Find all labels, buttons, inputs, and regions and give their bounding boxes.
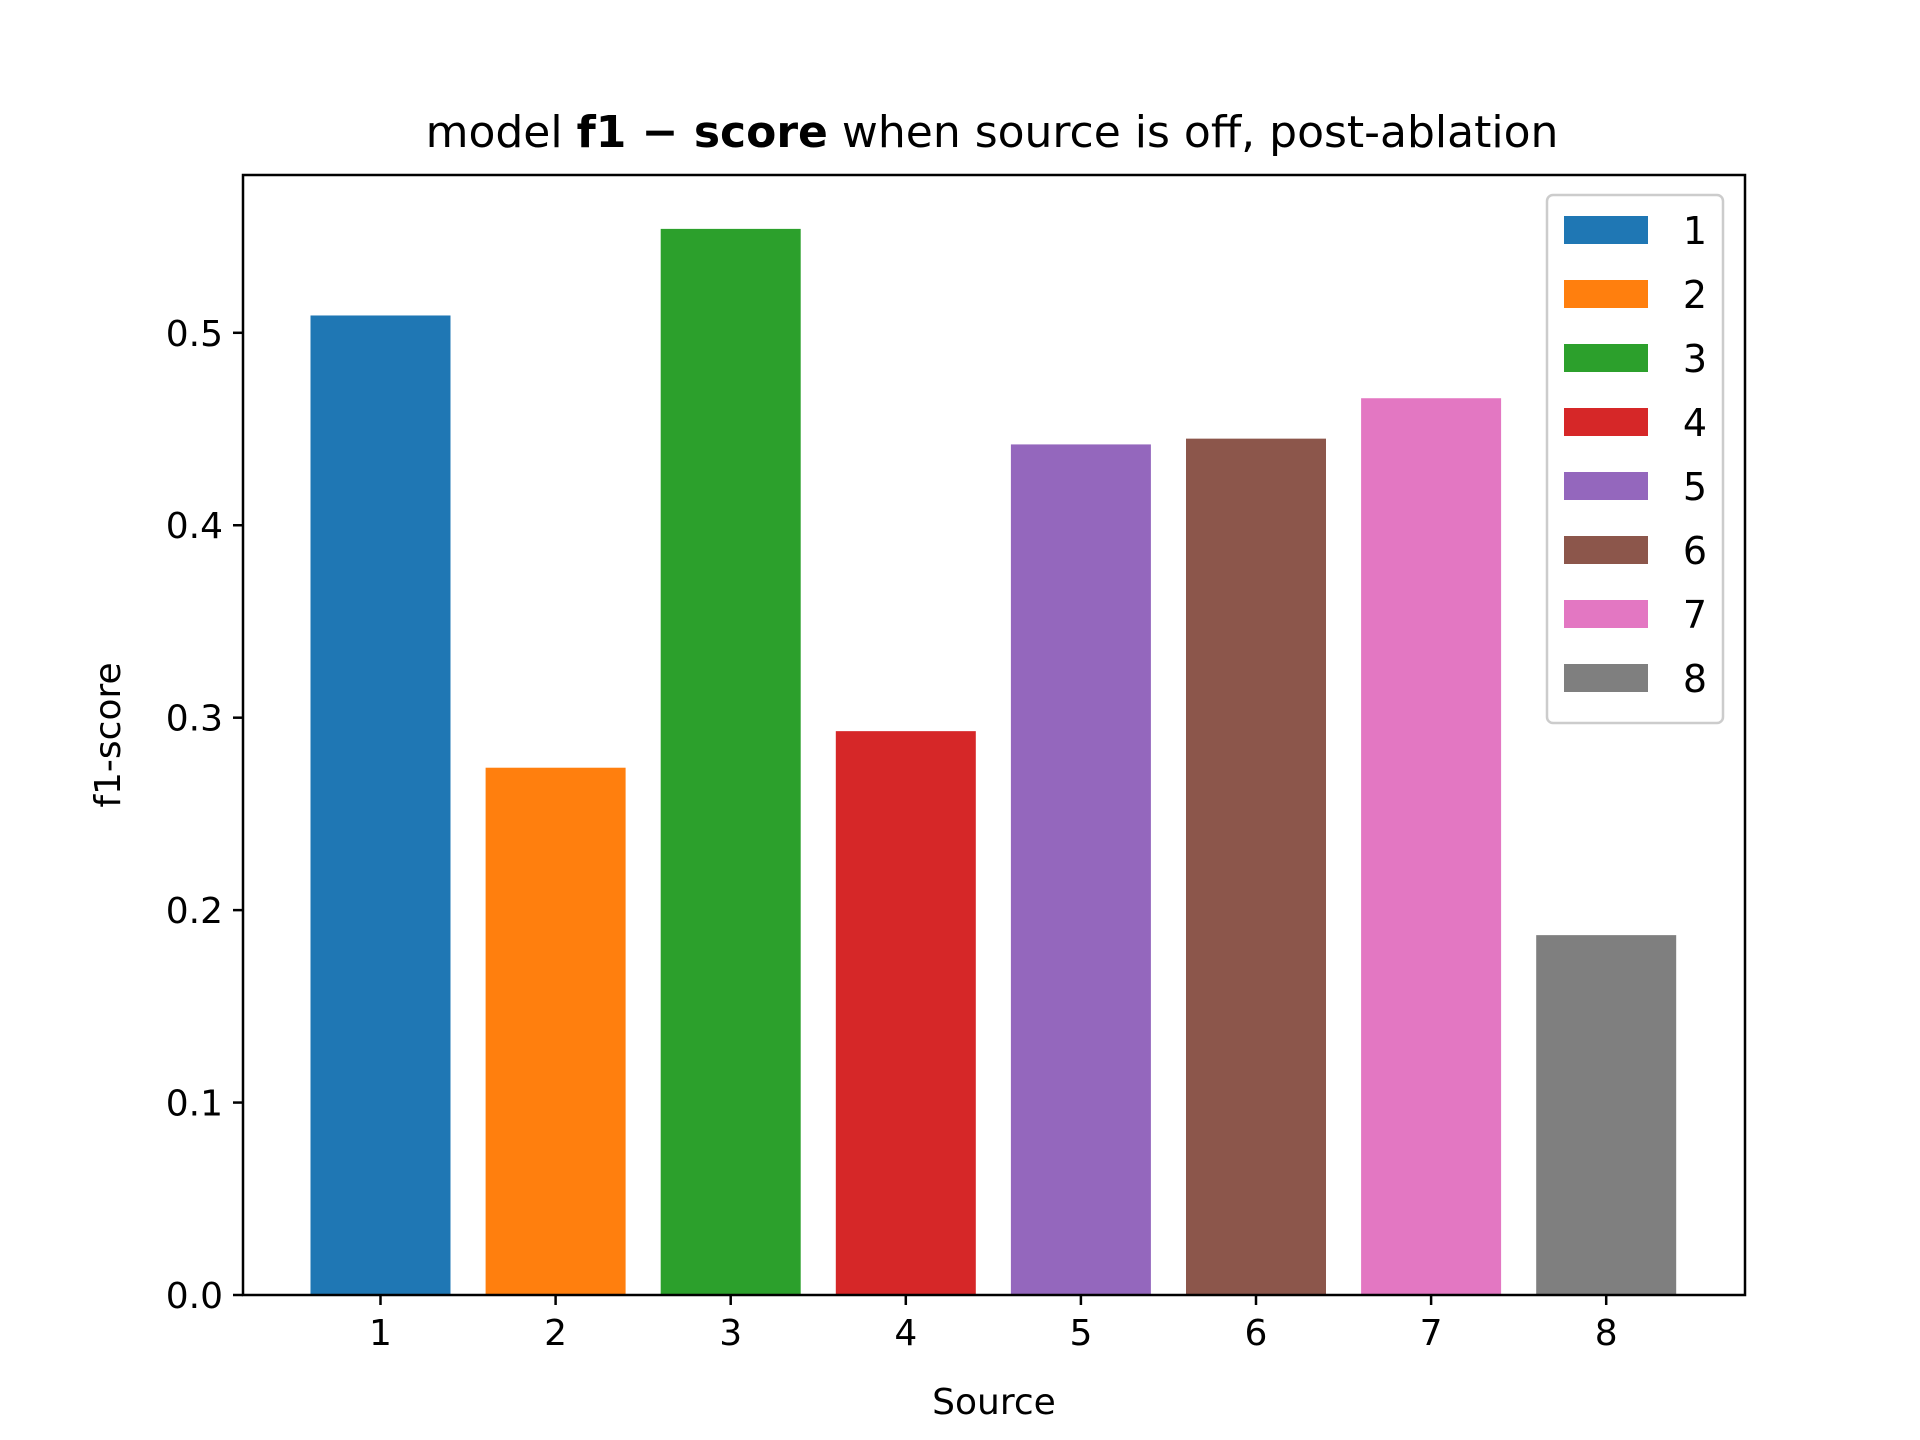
y-axis: 0.0 0.1 0.2 0.3 0.4 0.5: [166, 314, 243, 1317]
x-tick-label: 7: [1420, 1313, 1443, 1354]
legend: 1 2 3 4 5 6 7 8: [1545, 193, 1725, 725]
legend-swatch-1: [1564, 216, 1648, 244]
x-tick-label: 5: [1069, 1313, 1092, 1354]
legend-label: 5: [1683, 465, 1707, 509]
bar-8: [1536, 935, 1677, 1295]
y-tick-label: 0.1: [166, 1084, 223, 1125]
chart-title: model f1 − score when source is off, pos…: [426, 107, 1559, 158]
y-tick-label: 0.2: [166, 891, 223, 932]
legend-label: 6: [1683, 529, 1707, 573]
legend-label: 2: [1683, 273, 1707, 317]
chart-title-suffix: when source is off, post-ablation: [828, 107, 1559, 158]
plot-area-frame: [241, 173, 1747, 1297]
chart-title-bold: f1 − score: [577, 107, 828, 158]
legend-swatch-7: [1564, 600, 1648, 628]
legend-swatch-3: [1564, 344, 1648, 372]
chart-title-prefix: model: [426, 107, 577, 158]
legend-label: 4: [1683, 401, 1707, 445]
bar-2: [485, 767, 626, 1295]
legend-label: 1: [1683, 209, 1707, 253]
bar-3: [660, 228, 801, 1295]
legend-label: 3: [1683, 337, 1707, 381]
bars-group: [310, 228, 1677, 1296]
x-tick-label: 8: [1595, 1313, 1618, 1354]
x-tick-label: 6: [1245, 1313, 1268, 1354]
x-tick-label: 2: [544, 1313, 567, 1354]
x-tick-label: 3: [719, 1313, 742, 1354]
legend-swatch-8: [1564, 664, 1648, 692]
legend-label: 8: [1683, 657, 1707, 701]
bar-4: [835, 731, 976, 1295]
legend-frame: [1545, 193, 1725, 725]
legend-swatch-5: [1564, 472, 1648, 500]
y-axis-label: f1-score: [88, 662, 129, 807]
bar-6: [1186, 438, 1326, 1296]
legend-swatch-2: [1564, 280, 1648, 308]
legend-swatch-4: [1564, 408, 1648, 436]
y-tick-label: 0.4: [166, 506, 223, 547]
x-axis: 1 2 3 4 5 6 7 8: [369, 1295, 1618, 1354]
y-tick-label: 0.0: [166, 1276, 223, 1317]
bar-7: [1361, 398, 1502, 1296]
bar-5: [1010, 444, 1151, 1296]
legend-label: 7: [1683, 593, 1707, 637]
x-axis-label: Source: [932, 1382, 1056, 1423]
y-tick-label: 0.3: [166, 699, 223, 740]
bar-1: [310, 315, 451, 1296]
x-tick-label: 1: [369, 1313, 392, 1354]
legend-swatch-6: [1564, 536, 1648, 564]
x-tick-label: 4: [894, 1313, 917, 1354]
y-tick-label: 0.5: [166, 314, 223, 355]
